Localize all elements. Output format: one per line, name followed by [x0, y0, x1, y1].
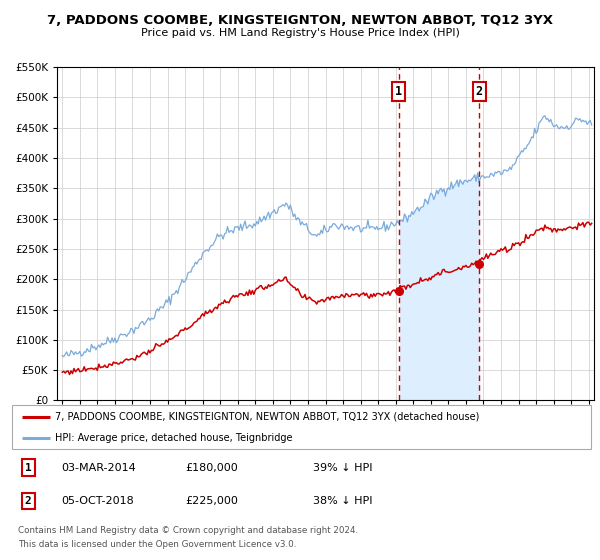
Text: 39% ↓ HPI: 39% ↓ HPI — [313, 463, 373, 473]
Text: £225,000: £225,000 — [186, 496, 239, 506]
Text: 05-OCT-2018: 05-OCT-2018 — [61, 496, 134, 506]
Text: 2: 2 — [25, 496, 32, 506]
Text: 1: 1 — [25, 463, 32, 473]
Text: £180,000: £180,000 — [186, 463, 238, 473]
Text: 1: 1 — [395, 85, 402, 98]
Text: 2: 2 — [475, 85, 482, 98]
Text: Contains HM Land Registry data © Crown copyright and database right 2024.: Contains HM Land Registry data © Crown c… — [18, 526, 358, 535]
Text: This data is licensed under the Open Government Licence v3.0.: This data is licensed under the Open Gov… — [18, 540, 296, 549]
Text: Price paid vs. HM Land Registry's House Price Index (HPI): Price paid vs. HM Land Registry's House … — [140, 28, 460, 38]
Text: 03-MAR-2014: 03-MAR-2014 — [61, 463, 136, 473]
Text: 7, PADDONS COOMBE, KINGSTEIGNTON, NEWTON ABBOT, TQ12 3YX (detached house): 7, PADDONS COOMBE, KINGSTEIGNTON, NEWTON… — [55, 412, 480, 422]
Text: 38% ↓ HPI: 38% ↓ HPI — [313, 496, 373, 506]
Text: 7, PADDONS COOMBE, KINGSTEIGNTON, NEWTON ABBOT, TQ12 3YX: 7, PADDONS COOMBE, KINGSTEIGNTON, NEWTON… — [47, 14, 553, 27]
Text: HPI: Average price, detached house, Teignbridge: HPI: Average price, detached house, Teig… — [55, 433, 293, 443]
